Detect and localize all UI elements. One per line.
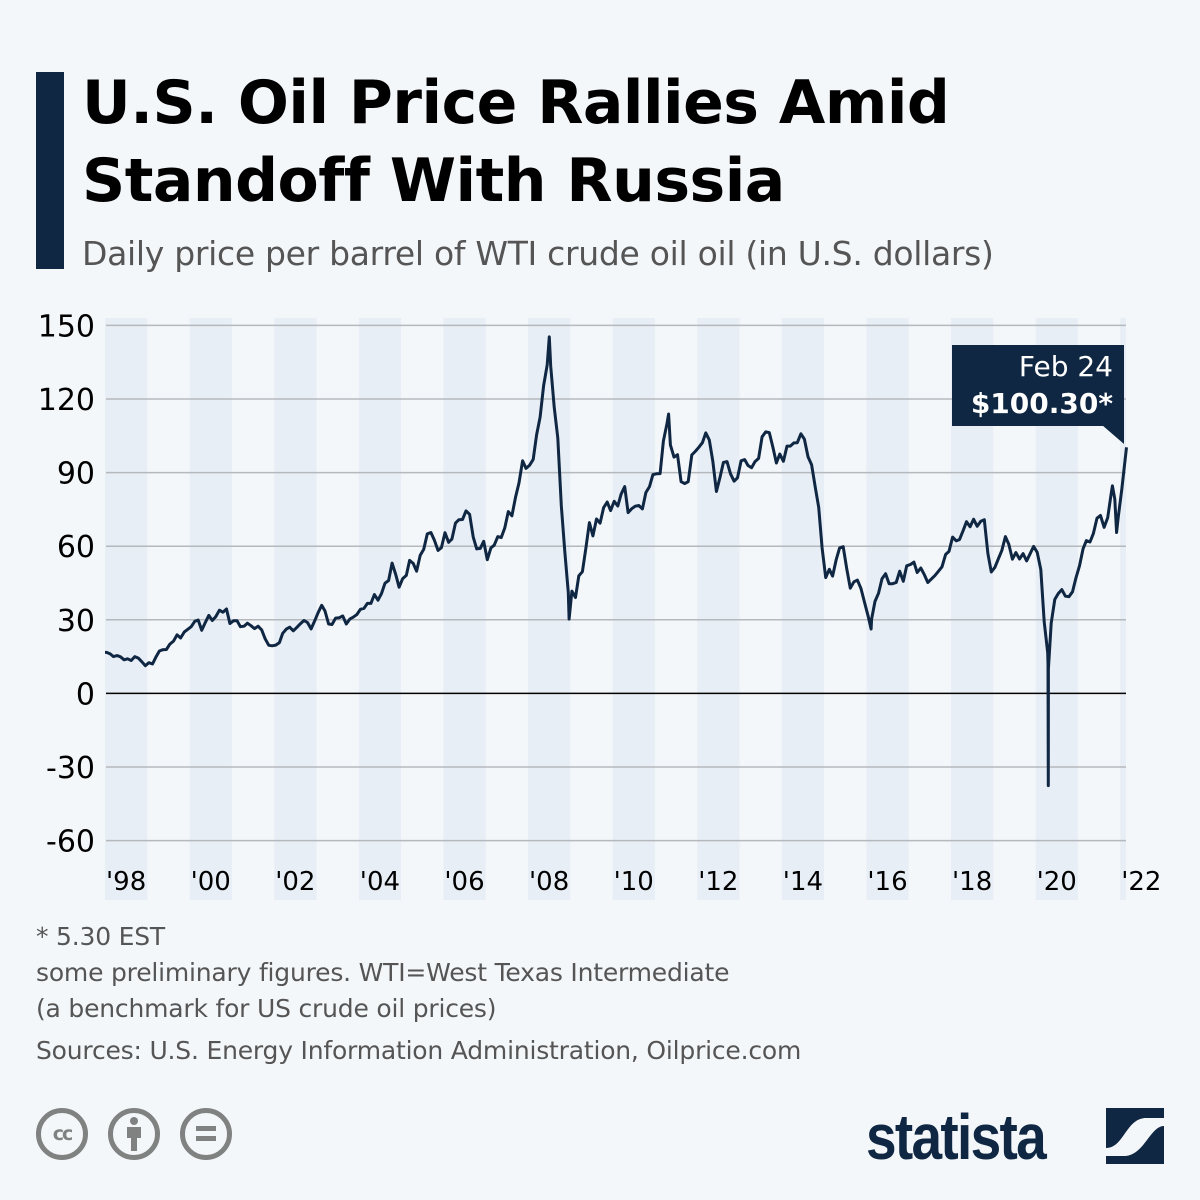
y-tick-label: 60 [57, 530, 95, 565]
x-tick-label: '02 [275, 867, 315, 897]
x-tick-label: '18 [952, 867, 992, 897]
no-derivatives-icon[interactable] [180, 1108, 232, 1160]
y-tick-label: 90 [57, 457, 95, 492]
chart-title: U.S. Oil Price Rallies Amid Standoff Wit… [82, 68, 950, 216]
year-band-2014 [781, 318, 825, 900]
x-tick-label: '16 [867, 867, 907, 897]
x-tick-label: '04 [360, 867, 400, 897]
year-band-2012 [697, 318, 740, 900]
x-tick-label: '12 [698, 867, 738, 897]
annotation-date: Feb 24 [1019, 350, 1113, 383]
footnote-asterisk: * 5.30 EST [36, 922, 165, 951]
year-band-2002 [274, 318, 317, 900]
y-tick-label: 30 [57, 604, 95, 639]
price-annotation: Feb 24 $100.30* [952, 345, 1124, 444]
x-tick-label: '22 [1121, 867, 1161, 897]
x-tick-label: '20 [1037, 867, 1077, 897]
y-tick-label: 120 [38, 383, 95, 418]
y-tick-label: 150 [38, 309, 95, 344]
x-tick-label: '06 [444, 867, 484, 897]
y-tick-label: -30 [46, 751, 95, 786]
statista-logo[interactable]: statista [866, 1101, 1047, 1173]
title-accent-bar [36, 72, 64, 269]
chart-subtitle: Daily price per barrel of WTI crude oil … [82, 234, 994, 273]
x-tick-label: '14 [783, 867, 823, 897]
year-band-2006 [443, 318, 486, 900]
year-band-2022 [1120, 318, 1126, 900]
year-band-1998 [105, 318, 148, 900]
attribution-icon[interactable] [108, 1108, 160, 1160]
annotation-value: $100.30* [971, 387, 1114, 420]
year-band-2004 [358, 318, 402, 900]
cc-icon[interactable]: cc [36, 1108, 88, 1160]
footnote-sources: Sources: U.S. Energy Information Adminis… [36, 1036, 802, 1065]
y-tick-label: 0 [76, 677, 95, 712]
statista-logo-mark-icon [1106, 1108, 1164, 1164]
year-band-2010 [612, 318, 655, 900]
annotation-pointer [1102, 425, 1124, 444]
x-tick-label: '98 [106, 867, 146, 897]
annotation-box [952, 345, 1124, 426]
x-tick-label: '08 [529, 867, 569, 897]
y-tick-label: -60 [46, 825, 95, 860]
footnote-note-2: (a benchmark for US crude oil prices) [36, 994, 497, 1023]
wti-price-line [105, 335, 1128, 788]
x-tick-label: '10 [614, 867, 654, 897]
footnote-note-1: some preliminary figures. WTI=West Texas… [36, 958, 730, 987]
year-band-2008 [528, 318, 571, 900]
x-tick-label: '00 [191, 867, 231, 897]
